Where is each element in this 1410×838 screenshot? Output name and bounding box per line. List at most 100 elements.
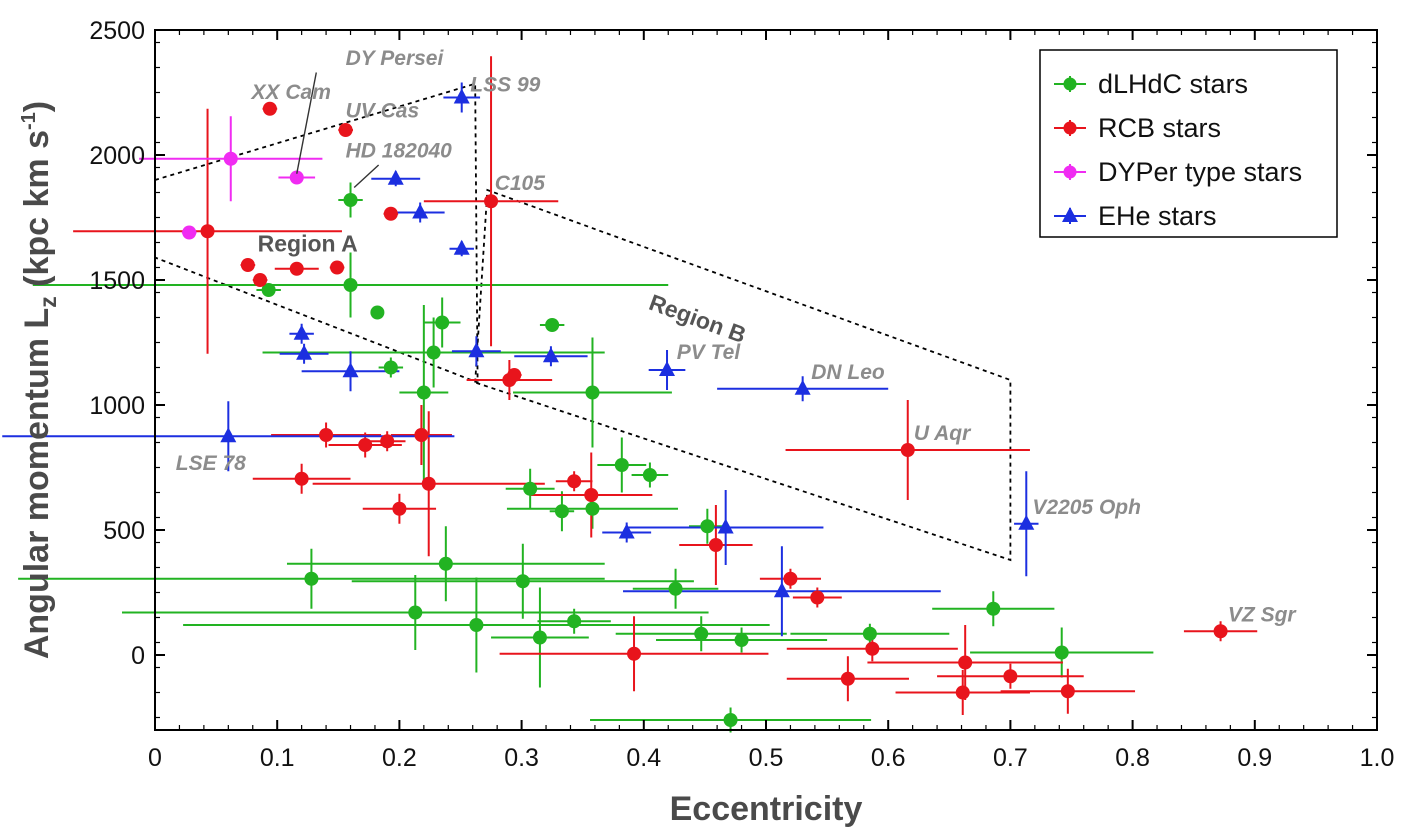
rcb-stars-point: [253, 273, 268, 287]
hd-182040-callout: [353, 164, 380, 189]
dyper-type-stars-point: [289, 170, 304, 185]
data-points: [182, 88, 1228, 727]
x-tick-label: 0.2: [382, 744, 417, 772]
rcb-stars-point: [958, 655, 973, 670]
y-axis-title: Angular momentum Lz (kpc km s-1): [18, 101, 61, 659]
y-tick-label: 2500: [89, 17, 145, 45]
y-tick-label: 2000: [89, 142, 145, 170]
legend-label-dyper-type-stars: DYPer type stars: [1098, 157, 1302, 187]
star-label: XX Cam: [251, 81, 331, 104]
star-label: U Aqr: [914, 422, 972, 445]
dlhdc-stars-point: [585, 501, 600, 516]
rcb-stars-point: [1213, 624, 1228, 639]
rcb-stars-point: [484, 194, 499, 209]
rcb-stars-point: [865, 641, 880, 656]
dlhdc-stars-point: [723, 713, 738, 727]
dlhdc-stars-point: [370, 305, 385, 320]
dlhdc-stars-point: [343, 193, 358, 207]
region-outlines: [154, 82, 1012, 562]
star-label: DY Persei: [346, 47, 445, 70]
ehe-stars-point: [220, 427, 237, 443]
legend-box: [1039, 49, 1338, 238]
dlhdc-stars-point: [532, 630, 547, 645]
dlhdc-stars-point: [469, 618, 484, 632]
dlhdc-stars-point: [426, 345, 441, 360]
dlhdc-stars-point: [383, 360, 398, 375]
x-tick-label: 0.5: [749, 744, 784, 772]
star-label: VZ Sgr: [1228, 603, 1298, 626]
legend-label-ehe-stars: EHe stars: [1098, 201, 1217, 231]
ehe-stars-point: [773, 582, 790, 598]
rcb-stars-point: [955, 685, 970, 700]
x-axis-title: Eccentricity: [670, 790, 863, 828]
ehe-stars-point: [659, 361, 676, 376]
dlhdc-stars-point: [614, 458, 629, 472]
x-axis: 0 0.1 0.2 0.3 0.4 0.5 0.6 0.7 0.8 0.9 1.0: [148, 30, 1394, 772]
dlhdc-stars-point: [304, 571, 319, 586]
y-tick-label: 500: [103, 517, 145, 545]
ehe-stars-point: [453, 239, 470, 255]
star-label: HD 182040: [346, 140, 453, 163]
rcb-stars-point: [414, 428, 429, 442]
rcb-stars-point: [810, 590, 825, 605]
y-tick-label: 0: [131, 642, 145, 670]
dlhdc-stars-point: [668, 581, 683, 596]
dlhdc-stars-point: [585, 385, 600, 400]
ehe-stars-point: [296, 344, 313, 360]
rcb-stars-point: [567, 474, 582, 489]
x-tick-label: 0.7: [993, 744, 1028, 772]
dyper-type-stars-point: [182, 225, 197, 240]
rcb-stars-point: [507, 368, 522, 382]
dlhdc-stars-point: [986, 601, 1001, 616]
legend-marker-dyper-type-stars: [1063, 165, 1077, 179]
region-label: Region B: [646, 289, 750, 348]
ehe-stars-point: [453, 88, 470, 104]
rcb-stars-point: [200, 224, 215, 239]
region-a-outline: [154, 82, 479, 384]
rcb-stars-point: [840, 671, 855, 686]
legend: dLHdC stars RCB stars DYPer type stars EHe …: [1039, 49, 1338, 238]
y-axis: 0 500 1000 1500 2000 2500: [89, 17, 1377, 719]
ehe-stars-point: [468, 342, 485, 358]
x-tick-label: 1.0: [1360, 744, 1395, 772]
x-tick-label: 0.9: [1237, 744, 1272, 772]
star-label: PV Tel: [677, 341, 742, 364]
rcb-stars-point: [338, 123, 353, 137]
rcb-stars-point: [240, 258, 255, 272]
ehe-stars-point: [717, 518, 734, 534]
rcb-stars-point: [1003, 669, 1018, 684]
rcb-stars-point: [319, 428, 334, 442]
ehe-stars-point: [342, 362, 359, 378]
legend-marker-dlhdc-stars: [1063, 77, 1077, 91]
rcb-stars-point: [584, 488, 599, 502]
legend-marker-rcb-stars: [1063, 121, 1077, 135]
dlhdc-stars-point: [642, 468, 657, 482]
dlhdc-stars-point: [523, 481, 538, 496]
rcb-stars-point: [421, 476, 436, 491]
x-tick-label: 0: [148, 744, 162, 772]
rcb-stars-point: [392, 501, 407, 516]
ehe-stars-point: [412, 203, 429, 219]
dlhdc-stars-point: [261, 283, 276, 297]
region-b-outline: [474, 188, 1012, 562]
region-label: Region A: [258, 230, 358, 256]
dlhdc-stars-point: [545, 318, 560, 332]
dlhdc-stars-point: [435, 315, 450, 330]
star-label: DN Leo: [811, 361, 885, 384]
dyper-type-stars-point: [223, 151, 238, 166]
ehe-stars-point: [542, 347, 559, 363]
star-label: C105: [495, 172, 546, 195]
x-tick-label: 0.3: [504, 744, 539, 772]
y-tick-label: 1500: [89, 267, 145, 295]
legend-label-rcb-stars: RCB stars: [1098, 113, 1221, 143]
dlhdc-stars-point: [862, 626, 877, 641]
x-tick-label: 0.1: [260, 744, 295, 772]
dlhdc-stars-point: [567, 614, 582, 629]
dlhdc-stars-point: [554, 504, 569, 519]
dlhdc-stars-point: [515, 574, 530, 589]
rcb-stars-point: [330, 260, 345, 275]
rcb-stars-point: [1060, 684, 1075, 699]
dlhdc-stars-point: [343, 278, 358, 292]
rcb-stars-point: [900, 443, 915, 457]
